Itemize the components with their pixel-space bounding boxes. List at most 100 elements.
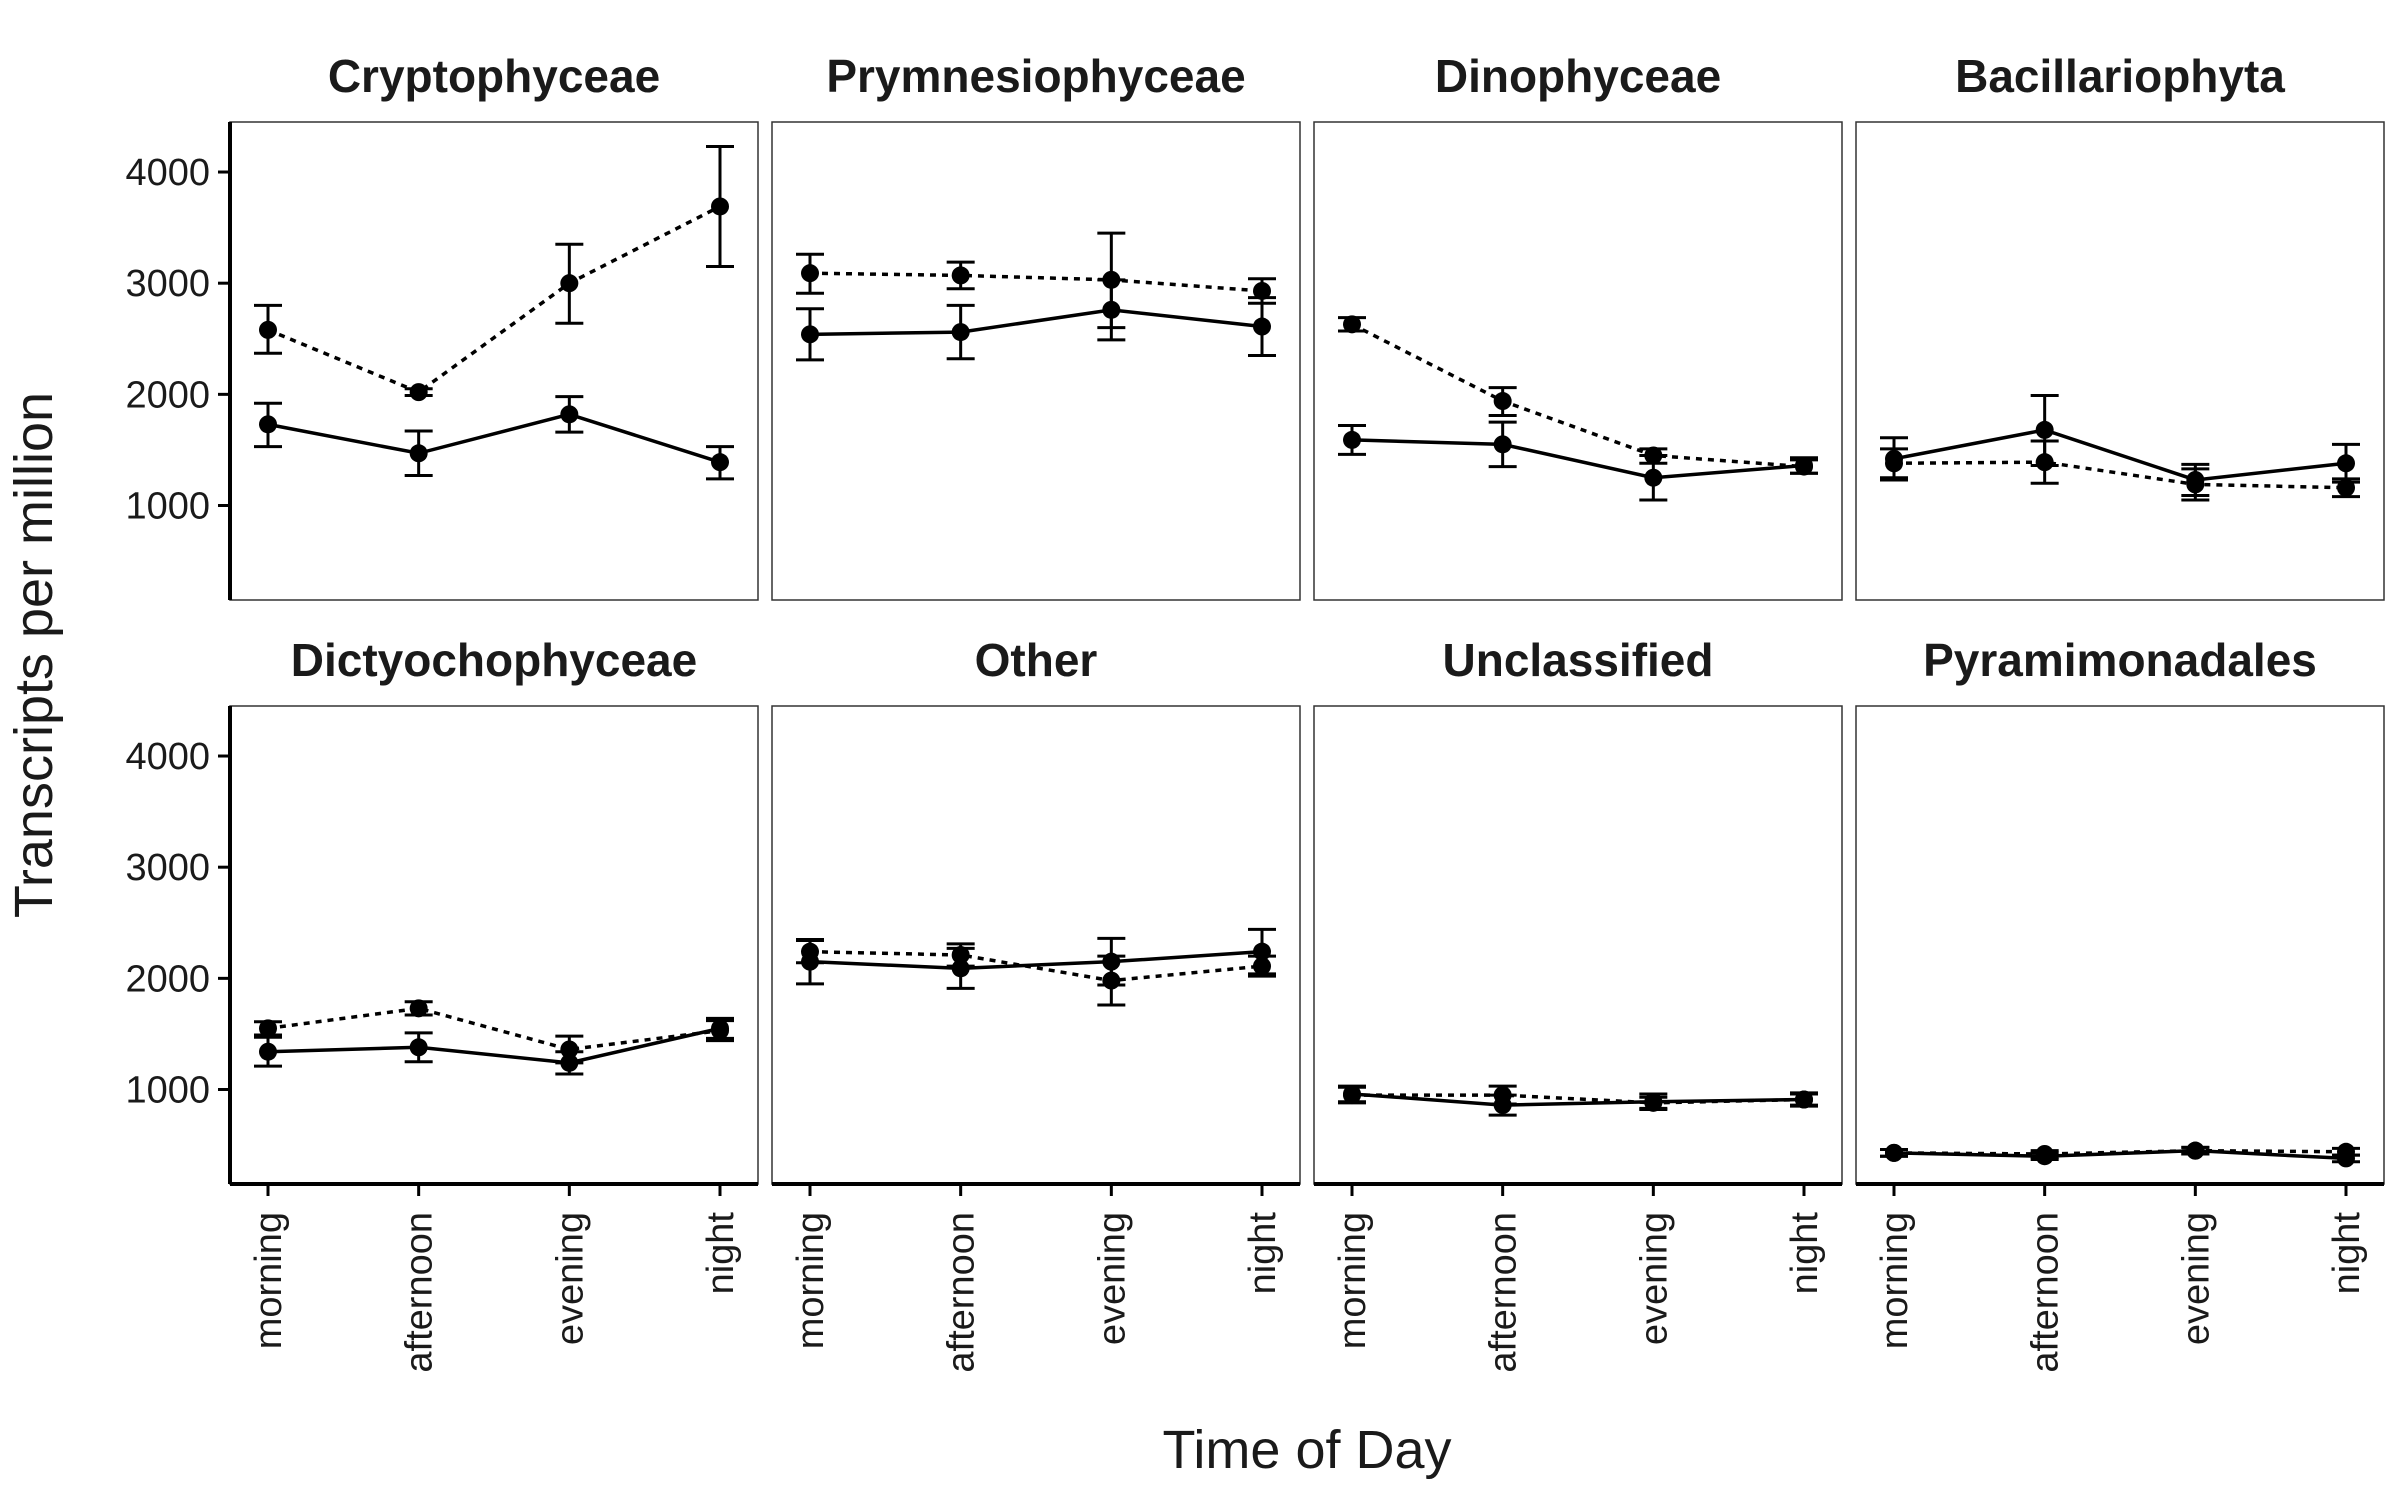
panel-border — [1855, 121, 2385, 601]
data-point — [2035, 420, 2054, 439]
data-point — [1885, 449, 1903, 468]
data-point — [951, 323, 970, 342]
y-tick-label: 3000 — [125, 847, 210, 889]
data-point — [951, 959, 970, 978]
x-tick-label: night — [1242, 1212, 1284, 1295]
data-point — [409, 1038, 428, 1057]
x-tick-label: afternoon — [2025, 1212, 2067, 1373]
panel-title: Unclassified — [1443, 634, 1714, 686]
panel-title: Other — [975, 634, 1098, 686]
data-point — [2186, 470, 2205, 489]
data-point — [259, 320, 277, 339]
data-point — [1885, 1143, 1903, 1162]
series-line-dotted — [267, 204, 721, 395]
data-point — [560, 405, 579, 424]
data-point — [1343, 1084, 1361, 1103]
panel-border — [229, 705, 759, 1185]
series-line-solid — [1893, 428, 2347, 482]
y-tick-label: 1000 — [125, 486, 210, 528]
x-axis-title: Time of Day — [1162, 1420, 1451, 1480]
data-point — [2186, 1141, 2205, 1160]
panel-border — [1313, 121, 1843, 601]
data-point — [1644, 468, 1663, 487]
series-line-solid — [1351, 1092, 1805, 1107]
x-tick-label: evening — [1091, 1212, 1133, 1345]
panel-title: Dictyochophyceae — [291, 634, 697, 686]
data-point — [259, 1042, 277, 1061]
data-point — [1343, 315, 1361, 334]
y-tick-label: 4000 — [125, 152, 210, 194]
panel-title: Dinophyceae — [1435, 50, 1721, 102]
data-point — [409, 999, 428, 1018]
panel-dictyochophyceae: Dictyochophyceae 1000 2000 3000 4000 morning a… — [125, 634, 759, 1373]
series-line-solid — [809, 308, 1263, 337]
data-point — [409, 444, 428, 463]
data-point — [409, 383, 428, 402]
data-point — [1343, 430, 1361, 449]
series-line-solid — [267, 412, 721, 464]
x-tick-label: morning — [248, 1212, 290, 1349]
y-tick-label: 3000 — [125, 263, 210, 305]
y-tick-label: 4000 — [125, 736, 210, 778]
panel-title: Prymnesiophyceae — [826, 50, 1245, 102]
data-point — [1795, 1090, 1813, 1109]
data-point — [801, 264, 819, 283]
data-point — [1493, 435, 1512, 454]
series-line-solid — [809, 949, 1263, 971]
data-point — [1102, 300, 1121, 319]
data-point — [560, 274, 579, 293]
panel-border — [771, 121, 1301, 601]
data-point — [1102, 952, 1121, 971]
x-tick-label: night — [1784, 1212, 1826, 1295]
data-point — [560, 1053, 579, 1072]
series-line-dotted — [809, 949, 1263, 983]
series-line-dotted — [1893, 460, 2347, 490]
x-tick-label: evening — [1633, 1212, 1675, 1345]
series-line-solid — [1893, 1148, 2347, 1161]
x-tick-label: morning — [1874, 1212, 1916, 1349]
panel-cryptophyceae: Cryptophyceae 1000 2000 3000 4000 — [125, 50, 759, 601]
series-line-dotted — [1351, 322, 1805, 469]
x-tick-label: morning — [1332, 1212, 1374, 1349]
data-point — [2337, 1149, 2355, 1168]
x-tick-label: afternoon — [399, 1212, 441, 1373]
panel-border — [771, 705, 1301, 1185]
data-point — [2035, 1147, 2054, 1166]
data-point — [1795, 456, 1813, 475]
panel-other: Other morning afternoon evening night — [771, 634, 1301, 1373]
x-tick-label: afternoon — [1483, 1212, 1525, 1373]
data-point — [259, 1019, 277, 1038]
data-point — [560, 1040, 579, 1059]
data-point — [2337, 454, 2355, 473]
panel-title: Bacillariophyta — [1955, 50, 2285, 102]
panel-bacillariophyta: Bacillariophyta — [1855, 50, 2385, 601]
panel-unclassified: Unclassified morning afternoon evening night — [1313, 634, 1843, 1373]
data-point — [1644, 1092, 1663, 1111]
data-point — [711, 197, 729, 216]
data-point — [259, 415, 277, 434]
series-line-dotted — [267, 1006, 721, 1052]
panel-prymnesiophyceae: Prymnesiophyceae — [771, 50, 1301, 601]
y-tick-label: 2000 — [125, 374, 210, 416]
panel-title: Cryptophyceae — [328, 50, 660, 102]
y-tick-label: 2000 — [125, 958, 210, 1000]
panel-border — [1855, 705, 2385, 1185]
panel-dinophyceae: Dinophyceae — [1313, 50, 1843, 601]
data-point — [711, 1019, 729, 1038]
series-line-solid — [267, 1026, 721, 1065]
y-tick-label: 1000 — [125, 1070, 210, 1112]
x-tick-label: evening — [549, 1212, 591, 1345]
data-point — [711, 453, 729, 472]
data-point — [1253, 317, 1271, 336]
panel-pyramimonadales: Pyramimonadales morning afternoon evening ni… — [1855, 634, 2385, 1373]
data-point — [1253, 942, 1271, 961]
x-tick-label: night — [700, 1212, 742, 1295]
panel-border — [1313, 705, 1843, 1185]
x-tick-label: morning — [790, 1212, 832, 1349]
data-point — [951, 266, 970, 285]
x-tick-label: evening — [2175, 1212, 2217, 1345]
series-line-solid — [1351, 438, 1805, 480]
data-point — [1493, 1096, 1512, 1115]
